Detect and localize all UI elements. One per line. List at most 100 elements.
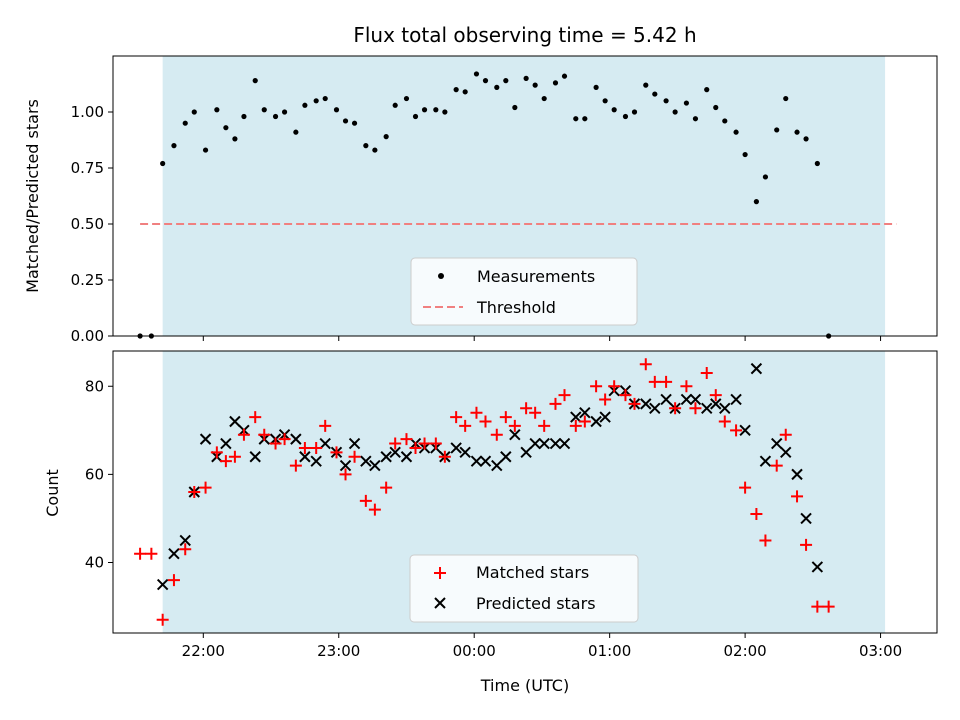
predicted-star-point: [538, 437, 550, 450]
predicted-star-point: [249, 451, 261, 463]
predicted-star-point: [660, 393, 672, 406]
measurement-point: [753, 199, 759, 205]
legend-measurements-label: Measurements: [477, 267, 595, 286]
measurement-point: [442, 109, 448, 115]
predicted-star-point: [590, 415, 602, 428]
matched-star-point: [348, 450, 361, 463]
bottom-legend: Matched stars Predicted stars: [409, 554, 639, 623]
measurement-point: [403, 95, 410, 102]
matched-star-point: [628, 397, 641, 410]
bottom-x-ticks: 22:00 23:00 00:00 01:00 02:00 03:00: [182, 633, 902, 660]
top-panel: 0.00 0.25 0.50 0.75 1.00 Matched/Predicted s…: [23, 55, 938, 345]
measurement-point: [523, 75, 529, 81]
predicted-star-point: [719, 402, 731, 414]
matched-star-point: [639, 358, 652, 371]
predicted-star-point: [179, 534, 191, 547]
x-tick-label: 22:00: [182, 642, 225, 660]
matched-star-point: [188, 486, 201, 498]
matched-star-point: [368, 503, 381, 516]
predicted-star-point: [348, 437, 361, 450]
matched-star-point: [791, 490, 804, 503]
measurement-point: [473, 71, 480, 77]
measurement-point: [160, 160, 166, 167]
matched-star-point: [750, 508, 763, 521]
matched-star-point: [339, 468, 352, 481]
measurement-point: [814, 160, 820, 167]
measurement-point: [573, 116, 579, 122]
measurement-point: [232, 136, 238, 142]
matched-star-point: [380, 481, 393, 494]
matched-star-point: [770, 459, 783, 472]
matched-star-point: [310, 441, 323, 454]
measurement-point: [252, 78, 258, 84]
predicted-star-point: [156, 578, 169, 591]
x-tick-label: 00:00: [453, 642, 496, 660]
predicted-star-point: [380, 451, 392, 463]
bottom-y-axis-label: Count: [43, 469, 62, 517]
measurement-point: [342, 118, 349, 124]
matched-star-point: [718, 415, 731, 428]
measurement-point: [794, 129, 800, 135]
predicted-star-point: [579, 406, 591, 419]
y-tick-label: 0.75: [71, 159, 104, 177]
predicted-star-point: [199, 433, 212, 445]
matched-star-point: [167, 574, 180, 587]
measurement-point: [783, 95, 789, 102]
measurement-point: [683, 100, 690, 106]
y-tick-label: 0.00: [71, 327, 104, 345]
matched-star-point: [289, 459, 302, 472]
matched-star-point: [438, 450, 451, 463]
measurement-point: [182, 120, 188, 126]
predicted-star-point: [730, 393, 742, 406]
predicted-star-point: [689, 393, 702, 406]
measurement-points: [137, 71, 832, 339]
measurement-point: [602, 98, 608, 104]
matched-star-point: [409, 441, 422, 454]
matched-star-point: [520, 402, 533, 415]
matched-star-point: [228, 450, 241, 463]
matched-star-point: [739, 481, 752, 494]
predicted-star-point: [710, 398, 722, 410]
predicted-star-point: [750, 362, 763, 375]
measurement-point: [302, 102, 308, 108]
measurement-point: [722, 118, 728, 124]
matched-star-point: [730, 424, 743, 437]
predicted-star-point: [640, 398, 652, 410]
matched-star-point: [669, 402, 682, 415]
predicted-star-point: [310, 455, 322, 467]
matched-star-point: [689, 402, 702, 415]
predicted-star-point: [369, 459, 381, 472]
top-legend: Measurements Threshold: [410, 257, 638, 326]
bottom-panel: 40 60 80 22:00 23:00 00:00 01:00 02:00 03:00 Co…: [43, 350, 938, 695]
measurement-point: [503, 78, 509, 84]
matched-star-point: [330, 446, 343, 459]
predicted-star-point: [680, 393, 693, 406]
top-legend-box: [410, 257, 638, 326]
measurement-point: [652, 91, 658, 97]
matched-star-point: [418, 437, 431, 450]
matched-star-point: [258, 428, 271, 441]
top-y-axis-label: Matched/Predicted stars: [23, 99, 42, 293]
matched-stars-points: [134, 358, 835, 626]
predicted-star-point: [400, 451, 413, 463]
measurement-point: [202, 147, 209, 153]
matched-star-point: [179, 543, 192, 556]
predicted-star-point: [229, 415, 241, 428]
matched-star-point: [578, 415, 591, 428]
predicted-star-point: [360, 455, 372, 467]
predicted-star-point: [701, 402, 713, 414]
y-tick-label: 40: [85, 554, 104, 572]
measurement-point: [643, 82, 649, 88]
matched-star-point: [134, 547, 147, 560]
predicted-star-point: [389, 446, 401, 459]
legend-predicted-label: Predicted stars: [476, 594, 596, 613]
predicted-star-point: [529, 437, 541, 450]
matched-star-point: [479, 415, 492, 428]
predicted-star-point: [771, 437, 783, 450]
predicted-star-point: [339, 459, 352, 472]
x-tick-label: 03:00: [859, 642, 902, 660]
x-axis-label: Time (UTC): [480, 676, 569, 695]
matched-star-point: [389, 437, 402, 450]
matched-star-point: [599, 393, 612, 406]
